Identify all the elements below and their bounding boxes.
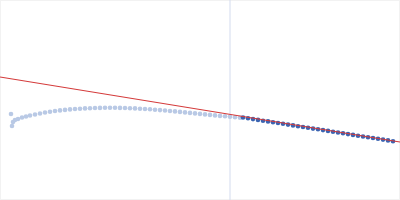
range-marker [230,0,231,200]
point [133,106,138,111]
point [193,111,198,116]
point [33,112,38,117]
point [43,110,48,115]
point [68,107,73,112]
point [178,110,183,115]
point [93,106,98,111]
point [73,107,78,112]
chart [0,0,400,200]
point [103,106,108,111]
point [108,106,113,111]
point [218,114,223,119]
point [223,114,228,119]
point [24,114,29,119]
point [113,106,118,111]
point [208,113,213,118]
point [58,108,63,113]
point [9,112,14,117]
point [10,124,15,129]
point [78,106,83,111]
point [48,109,53,114]
point [28,113,33,118]
point [148,107,153,112]
point [98,106,103,111]
point [213,113,218,118]
point [118,106,123,111]
point [188,111,193,116]
point [163,108,168,113]
point [123,106,128,111]
point [203,112,208,117]
point [53,109,58,114]
point [173,109,178,114]
point [143,107,148,112]
fit-line [0,77,400,142]
point [158,108,163,113]
point [128,106,133,111]
point [183,110,188,115]
point [83,106,88,111]
point [20,115,25,120]
point [38,111,43,116]
plot-frame [1,1,400,200]
point [63,108,68,113]
point [153,107,158,112]
point [138,106,143,111]
point-group [9,106,243,129]
plot-area [0,0,400,200]
point [198,112,203,117]
point [16,117,21,122]
point [88,106,93,111]
point [168,109,173,114]
